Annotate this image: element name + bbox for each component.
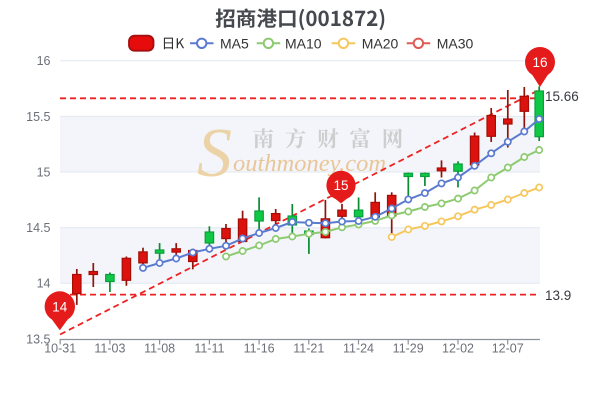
svg-text:14: 14 — [37, 277, 51, 291]
svg-text:16: 16 — [37, 54, 51, 68]
svg-text:12-07: 12-07 — [492, 342, 524, 356]
svg-text:14: 14 — [52, 299, 68, 314]
svg-text:MA5: MA5 — [220, 35, 249, 51]
svg-text:12-02: 12-02 — [442, 342, 474, 356]
svg-text:11-11: 11-11 — [194, 342, 224, 356]
svg-text:11-29: 11-29 — [393, 342, 424, 356]
svg-text:11-21: 11-21 — [293, 342, 324, 356]
svg-text:14.5: 14.5 — [26, 221, 50, 235]
svg-text:10-31: 10-31 — [44, 342, 76, 356]
svg-text:11-16: 11-16 — [244, 342, 275, 356]
svg-text:15: 15 — [37, 165, 51, 179]
svg-text:13.9: 13.9 — [545, 288, 571, 303]
svg-text:11-24: 11-24 — [343, 342, 374, 356]
svg-text:11-03: 11-03 — [94, 342, 125, 356]
svg-text:MA20: MA20 — [362, 35, 399, 51]
svg-text:15.66: 15.66 — [545, 89, 579, 104]
svg-text:S: S — [197, 115, 232, 192]
svg-text:11-08: 11-08 — [144, 342, 175, 356]
svg-text:MA10: MA10 — [285, 35, 322, 51]
svg-text:outhmoney.com: outhmoney.com — [233, 150, 386, 177]
svg-text:15: 15 — [333, 178, 348, 193]
svg-text:15.5: 15.5 — [26, 110, 50, 124]
svg-text:16: 16 — [532, 55, 547, 70]
svg-text:13.5: 13.5 — [26, 332, 50, 346]
svg-text:MA30: MA30 — [437, 35, 474, 51]
